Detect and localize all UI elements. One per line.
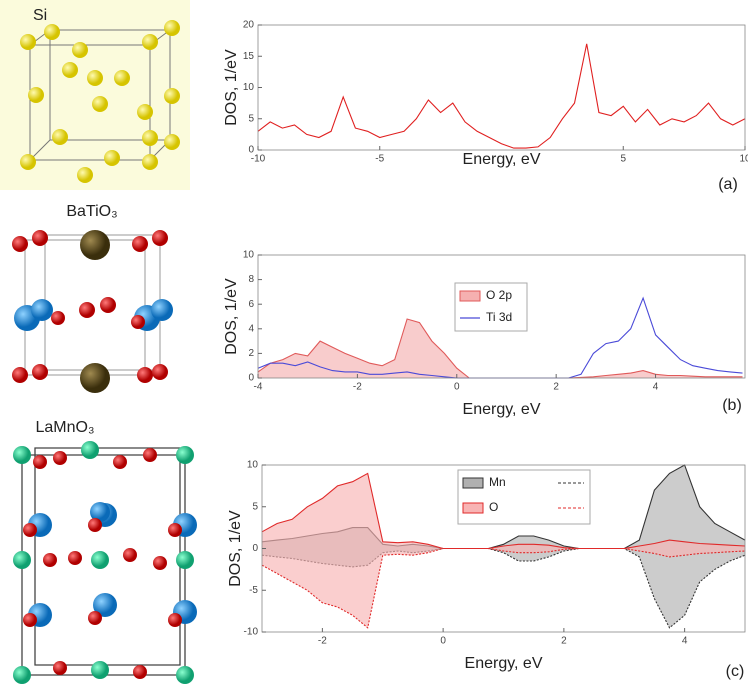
y-tick-label: 15 — [243, 51, 255, 62]
chart: -4 -2 0 2 4 0 2 4 6 8 10 Energy, eV DOS, 1/eV (b) O 2p… — [223, 250, 746, 418]
line — [261, 547, 746, 629]
x-tick-label: -2 — [353, 382, 362, 393]
panel-label: (b) — [722, 397, 742, 414]
x-tick-label: -4 — [254, 382, 263, 393]
x-tick-label: 10 — [739, 154, 748, 165]
line — [261, 472, 746, 550]
x-axis-label: Energy, eV — [463, 401, 541, 418]
legend-swatch — [462, 477, 484, 489]
y-tick-label: 10 — [243, 250, 255, 261]
lamno3-structure: LaMnO₃ — [13, 419, 197, 684]
batio3-structure: BaTiO₃ — [12, 203, 173, 393]
x-tick-label: 0 — [440, 636, 446, 647]
x-tick-label: -5 — [375, 154, 384, 165]
x-tick-label: 4 — [682, 636, 688, 647]
x-tick-label: 4 — [653, 382, 659, 393]
y-tick-label: 4 — [248, 323, 254, 334]
y-tick-label: 10 — [247, 460, 259, 471]
x-tick-label: 2 — [553, 382, 559, 393]
x-tick-label: 0 — [454, 382, 460, 393]
y-tick-label: 10 — [243, 82, 255, 93]
x-tick-label: -2 — [318, 636, 327, 647]
y-tick-label: 8 — [248, 274, 254, 285]
chart: -2 0 2 4 -10 -5 0 5 10 Energy, eV DOS, 1/eV (c) Mn O — [227, 460, 746, 680]
x-axis-label: Energy, eV — [463, 151, 541, 168]
plot-frame — [257, 254, 746, 379]
area — [262, 548, 745, 628]
area — [262, 473, 745, 549]
x-tick-label: 5 — [620, 154, 626, 165]
y-axis-label: DOS, 1/eV — [223, 49, 240, 126]
y-axis-label: DOS, 1/eV — [227, 510, 244, 587]
y-tick-label: 5 — [248, 113, 254, 124]
structure-label: LaMnO₃ — [36, 419, 95, 436]
y-tick-label: 6 — [248, 299, 254, 310]
y-tick-label: 2 — [248, 348, 254, 359]
legend-label: O 2p — [486, 288, 512, 302]
legend-label: Ti 3d — [486, 310, 512, 324]
y-tick-label: 20 — [243, 20, 255, 31]
y-tick-label: 0 — [248, 373, 254, 384]
y-tick-label: 5 — [252, 501, 258, 512]
area — [258, 319, 743, 378]
chart: -10 -5 5 10 0 5 10 15 20 Energy, eV DOS, 1/eV (a) — [223, 20, 748, 194]
y-tick-label: -5 — [249, 585, 258, 596]
legend-label: Mn — [489, 475, 506, 489]
structure-label: BaTiO₃ — [66, 203, 117, 220]
y-tick-label: 0 — [248, 145, 254, 156]
si-structure: Si — [0, 0, 190, 190]
legend-swatch — [462, 502, 484, 514]
y-tick-label: 0 — [252, 543, 258, 554]
x-tick-label: 2 — [561, 636, 567, 647]
x-axis-label: Energy, eV — [465, 655, 543, 672]
panel-label: (a) — [718, 176, 738, 193]
y-axis-label: DOS, 1/eV — [223, 278, 240, 355]
x-tick-label: -10 — [251, 154, 266, 165]
legend-label: O — [489, 500, 498, 514]
panel-label: (c) — [726, 663, 745, 680]
legend-swatch — [459, 290, 481, 302]
y-tick-label: -10 — [244, 627, 259, 638]
structure-label: Si — [33, 7, 47, 24]
line — [257, 43, 746, 149]
